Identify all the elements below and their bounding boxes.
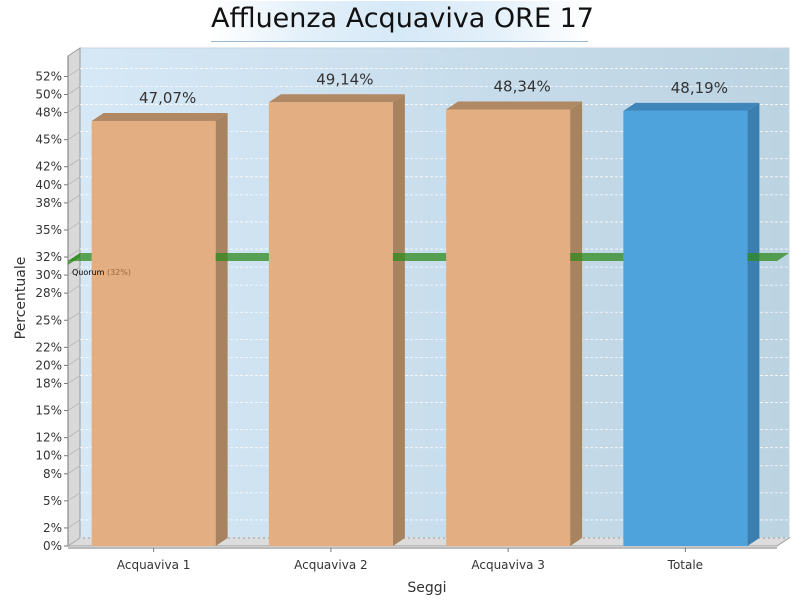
y-tick-label: 8%: [43, 467, 62, 481]
bar-side: [392, 94, 405, 546]
data-label: 47,07%: [139, 89, 196, 107]
grid-line-diag: [67, 248, 81, 258]
y-tick-label: 40%: [35, 178, 62, 192]
grid-line-diag: [67, 68, 81, 77]
y-tick-label: 48%: [35, 106, 62, 120]
grid-line-diag: [67, 104, 81, 113]
y-tick-label: 25%: [35, 313, 62, 327]
x-tick-label: Totale: [667, 558, 703, 572]
quorum-line: [68, 253, 789, 262]
grid-line-diag: [67, 221, 81, 231]
y-tick-label: 30%: [35, 268, 62, 282]
grid-line-diag: [67, 465, 81, 475]
bar-side: [747, 102, 760, 546]
quorum-label: Quorum (32%): [72, 268, 131, 277]
bar: [623, 110, 748, 546]
y-tick-label: 12%: [35, 431, 62, 445]
y-tick-label: 35%: [35, 223, 62, 237]
grid-line-diag: [67, 86, 81, 95]
grid-line-diag: [67, 357, 81, 366]
y-tick-label: 50%: [35, 88, 62, 102]
quorum-line-edge: [68, 253, 80, 266]
grid-line-diag: [67, 311, 81, 321]
y-tick-label: 18%: [35, 376, 62, 390]
x-tick-label: Acquaviva 3: [471, 558, 545, 572]
bar-top: [268, 94, 405, 103]
grid-line-diag: [67, 131, 81, 140]
bar-top: [91, 112, 228, 121]
y-tick-label: 52%: [35, 69, 62, 83]
y-tick-label: 0%: [43, 539, 62, 553]
grid-line-diag: [67, 375, 81, 384]
grid-line-diag: [67, 402, 81, 411]
grid-line-diag: [67, 447, 81, 457]
grid-line-diag: [67, 519, 81, 529]
y-tick-label: 5%: [43, 494, 62, 508]
plot-left-wall: [67, 47, 81, 547]
bar-top: [623, 102, 760, 111]
y-tick-label: 15%: [35, 404, 62, 418]
bar-side: [215, 112, 228, 547]
grid-line-diag: [67, 492, 81, 502]
grid-line-diag: [67, 158, 81, 168]
grid-line-diag: [67, 284, 81, 294]
data-label: 49,14%: [316, 70, 373, 88]
data-label: 48,19%: [671, 79, 728, 97]
data-label: 48,34%: [494, 77, 551, 95]
y-tick-label: 10%: [35, 449, 62, 463]
chart-title: Affluenza Acquaviva ORE 17: [211, 3, 594, 34]
bar: [91, 120, 216, 547]
grid-line-diag: [67, 537, 81, 547]
bar-side: [570, 101, 583, 546]
bar: [446, 109, 571, 546]
x-tick-label: Acquaviva 2: [294, 558, 368, 572]
y-tick-label: 2%: [43, 521, 62, 535]
grid-line-diag: [67, 194, 81, 204]
grid-line-diag: [67, 266, 81, 276]
y-tick-label: 42%: [35, 160, 62, 174]
grid-line-diag: [67, 176, 81, 186]
bar: [268, 102, 393, 546]
grid-line-diag: [67, 339, 81, 348]
y-tick-label: 45%: [35, 133, 62, 147]
y-tick-label: 22%: [35, 340, 62, 354]
x-axis-title: Seggi: [407, 580, 446, 596]
y-tick-label: 20%: [35, 358, 62, 372]
grid-line-diag: [67, 429, 81, 438]
y-tick-label: 32%: [35, 250, 62, 264]
quorum-value: (32%): [107, 268, 131, 277]
y-axis-title: Percentuale: [13, 257, 29, 340]
y-tick-label: 38%: [35, 196, 62, 210]
chart-title-box: Affluenza Acquaviva ORE 17: [211, 1, 594, 42]
x-tick-label: Acquaviva 1: [117, 558, 191, 572]
y-tick-label: 28%: [35, 286, 62, 300]
bar-top: [446, 101, 583, 110]
